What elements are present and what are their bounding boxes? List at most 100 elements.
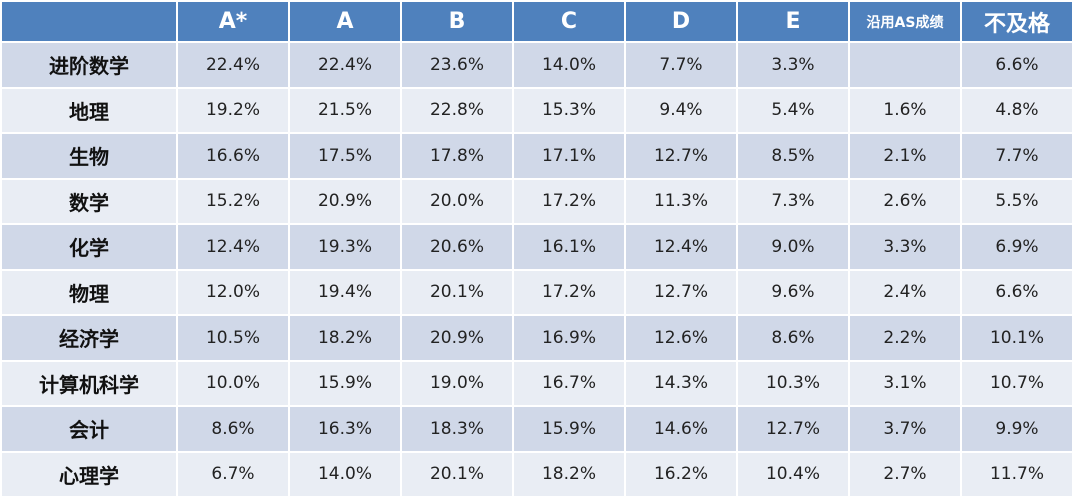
data-cell: 3.7% (850, 407, 960, 451)
data-cell: 20.1% (402, 452, 512, 496)
data-cell: 2.2% (850, 316, 960, 360)
column-header: 沿用AS成绩 (850, 2, 960, 41)
data-cell: 3.3% (738, 43, 848, 87)
data-cell: 16.6% (178, 134, 288, 178)
data-cell: 9.6% (738, 270, 848, 314)
data-cell: 12.7% (626, 134, 736, 178)
column-header: E (738, 2, 848, 41)
data-cell: 22.4% (178, 43, 288, 87)
data-cell: 10.1% (962, 316, 1072, 360)
table-row: 进阶数学 22.4% 22.4% 23.6% 14.0% 7.7% 3.3% 6.6% (2, 43, 1072, 87)
column-header: B (402, 2, 512, 41)
row-label-subject: 进阶数学 (2, 43, 176, 87)
data-cell: 16.1% (514, 225, 624, 269)
data-cell: 8.6% (178, 407, 288, 451)
data-cell: 22.4% (290, 43, 400, 87)
row-label-subject: 数学 (2, 179, 176, 223)
data-cell: 10.7% (962, 361, 1072, 405)
data-cell: 12.0% (178, 270, 288, 314)
data-cell: 19.2% (178, 88, 288, 132)
data-cell: 20.0% (402, 179, 512, 223)
data-cell: 3.3% (850, 225, 960, 269)
data-cell: 7.3% (738, 179, 848, 223)
data-cell: 15.9% (514, 407, 624, 451)
data-cell: 16.3% (290, 407, 400, 451)
data-cell: 2.6% (850, 179, 960, 223)
data-cell: 9.4% (626, 88, 736, 132)
data-cell: 19.3% (290, 225, 400, 269)
data-cell: 14.0% (290, 452, 400, 496)
table-row: 地理 19.2% 21.5% 22.8% 15.3% 9.4% 5.4% 1.6% 4.8% (2, 88, 1072, 132)
data-cell: 18.2% (290, 316, 400, 360)
data-cell: 21.5% (290, 88, 400, 132)
data-cell: 16.9% (514, 316, 624, 360)
data-cell: 5.4% (738, 88, 848, 132)
data-cell: 17.5% (290, 134, 400, 178)
data-cell: 9.9% (962, 407, 1072, 451)
table-row: 物理 12.0% 19.4% 20.1% 17.2% 12.7% 9.6% 2.4% 6.6% (2, 270, 1072, 314)
data-cell: 7.7% (962, 134, 1072, 178)
data-cell: 19.0% (402, 361, 512, 405)
data-cell: 18.3% (402, 407, 512, 451)
data-cell: 6.7% (178, 452, 288, 496)
data-cell: 19.4% (290, 270, 400, 314)
data-cell: 6.9% (962, 225, 1072, 269)
row-label-subject: 心理学 (2, 452, 176, 496)
data-cell: 17.2% (514, 179, 624, 223)
data-cell: 17.8% (402, 134, 512, 178)
data-cell: 23.6% (402, 43, 512, 87)
data-cell: 20.1% (402, 270, 512, 314)
table-row: 生物 16.6% 17.5% 17.8% 17.1% 12.7% 8.5% 2.1% 7.7% (2, 134, 1072, 178)
data-cell: 14.3% (626, 361, 736, 405)
data-cell: 8.6% (738, 316, 848, 360)
data-cell: 20.6% (402, 225, 512, 269)
table-header: A* A B C D E 沿用AS成绩 不及格 (2, 2, 1072, 41)
data-cell: 6.6% (962, 270, 1072, 314)
data-cell: 8.5% (738, 134, 848, 178)
data-cell: 16.2% (626, 452, 736, 496)
table-row: 计算机科学 10.0% 15.9% 19.0% 16.7% 14.3% 10.3% 3.1% 1… (2, 361, 1072, 405)
data-cell: 4.8% (962, 88, 1072, 132)
column-header: A* (178, 2, 288, 41)
row-label-subject: 化学 (2, 225, 176, 269)
row-label-subject: 地理 (2, 88, 176, 132)
data-cell: 12.4% (626, 225, 736, 269)
data-cell: 20.9% (290, 179, 400, 223)
data-cell: 18.2% (514, 452, 624, 496)
row-label-subject: 生物 (2, 134, 176, 178)
data-cell: 10.0% (178, 361, 288, 405)
data-cell: 2.1% (850, 134, 960, 178)
data-cell: 16.7% (514, 361, 624, 405)
data-cell: 5.5% (962, 179, 1072, 223)
data-cell: 22.8% (402, 88, 512, 132)
data-cell: 12.7% (738, 407, 848, 451)
data-cell: 2.7% (850, 452, 960, 496)
data-cell (850, 43, 960, 87)
data-cell: 10.4% (738, 452, 848, 496)
row-label-subject: 经济学 (2, 316, 176, 360)
row-label-subject: 物理 (2, 270, 176, 314)
row-label-subject: 会计 (2, 407, 176, 451)
data-cell: 7.7% (626, 43, 736, 87)
data-cell: 2.4% (850, 270, 960, 314)
data-cell: 17.1% (514, 134, 624, 178)
data-cell: 12.6% (626, 316, 736, 360)
data-cell: 11.7% (962, 452, 1072, 496)
data-cell: 10.3% (738, 361, 848, 405)
data-cell: 17.2% (514, 270, 624, 314)
column-header: C (514, 2, 624, 41)
table-row: 数学 15.2% 20.9% 20.0% 17.2% 11.3% 7.3% 2.6% 5.5% (2, 179, 1072, 223)
table-row: 会计 8.6% 16.3% 18.3% 15.9% 14.6% 12.7% 3.7% 9.9% (2, 407, 1072, 451)
data-cell: 3.1% (850, 361, 960, 405)
data-cell: 9.0% (738, 225, 848, 269)
header-corner-cell (2, 2, 176, 41)
data-cell: 12.7% (626, 270, 736, 314)
data-cell: 14.0% (514, 43, 624, 87)
column-header: 不及格 (962, 2, 1072, 41)
table-row: 心理学 6.7% 14.0% 20.1% 18.2% 16.2% 10.4% 2.7% 11.7… (2, 452, 1072, 496)
data-cell: 15.9% (290, 361, 400, 405)
column-header: A (290, 2, 400, 41)
data-cell: 15.3% (514, 88, 624, 132)
data-cell: 11.3% (626, 179, 736, 223)
